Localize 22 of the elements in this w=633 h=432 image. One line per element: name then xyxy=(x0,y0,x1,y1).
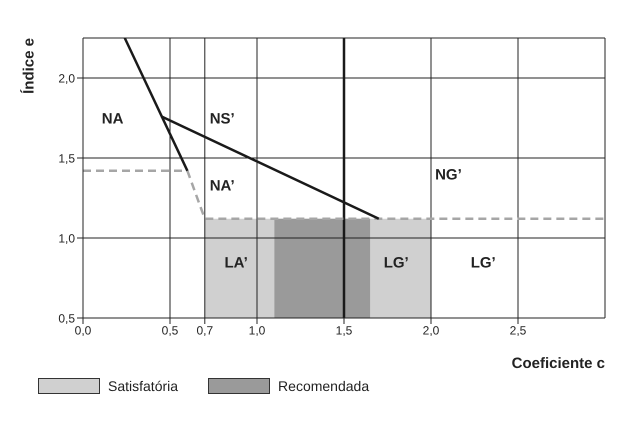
x-tick-label: 1,0 xyxy=(248,324,266,338)
annotation: LG’ xyxy=(384,254,409,272)
y-tick-label: 2,0 xyxy=(58,71,76,86)
y-axis-title: Índice e xyxy=(19,38,38,94)
annotation: NG’ xyxy=(435,166,462,184)
x-axis-title: Coeficiente c xyxy=(512,355,605,372)
y-tick-label: 1,0 xyxy=(58,231,76,246)
annotation: NA’ xyxy=(210,178,235,195)
x-tick-label: 0,7 xyxy=(196,324,214,338)
legend-label: Recomendada xyxy=(278,378,370,394)
legend-label: Satisfatória xyxy=(108,378,178,394)
annotation: LG’ xyxy=(470,254,496,272)
annotation: LA’ xyxy=(224,254,248,272)
x-tick-label: 0,0 xyxy=(74,324,92,338)
x-tick-label: 1,5 xyxy=(336,324,353,338)
x-tick-label: 2,5 xyxy=(510,324,527,338)
x-tick-label: 2,0 xyxy=(422,324,440,338)
y-tick-label: 0,5 xyxy=(58,311,76,326)
x-tick-label: 0,5 xyxy=(162,324,179,338)
annotation: NS’ xyxy=(210,110,235,128)
annotation: NA xyxy=(102,110,124,128)
y-tick-label: 1,5 xyxy=(58,151,76,166)
